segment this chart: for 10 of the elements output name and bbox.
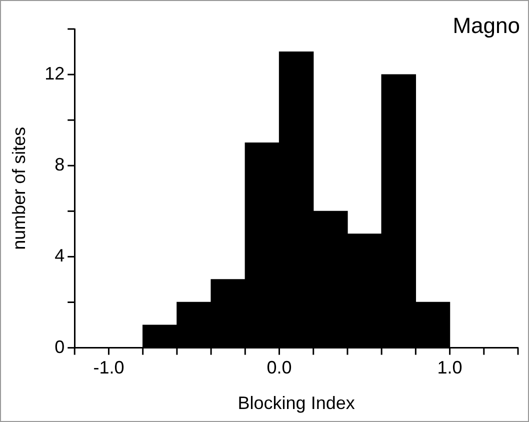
- x-tick-label: -1.0: [93, 358, 124, 378]
- x-tick-label: 1.0: [437, 358, 462, 378]
- x-axis-title: Blocking Index: [238, 393, 355, 414]
- y-tick-label: 4: [54, 246, 65, 266]
- y-tick-label: 12: [44, 64, 65, 84]
- chart-title: Magno: [452, 13, 520, 39]
- x-tick-label: 0.0: [266, 358, 292, 378]
- y-tick-label: 0: [54, 336, 65, 357]
- y-tick-label: 8: [54, 154, 65, 175]
- y-axis-title: number of sites: [8, 126, 29, 250]
